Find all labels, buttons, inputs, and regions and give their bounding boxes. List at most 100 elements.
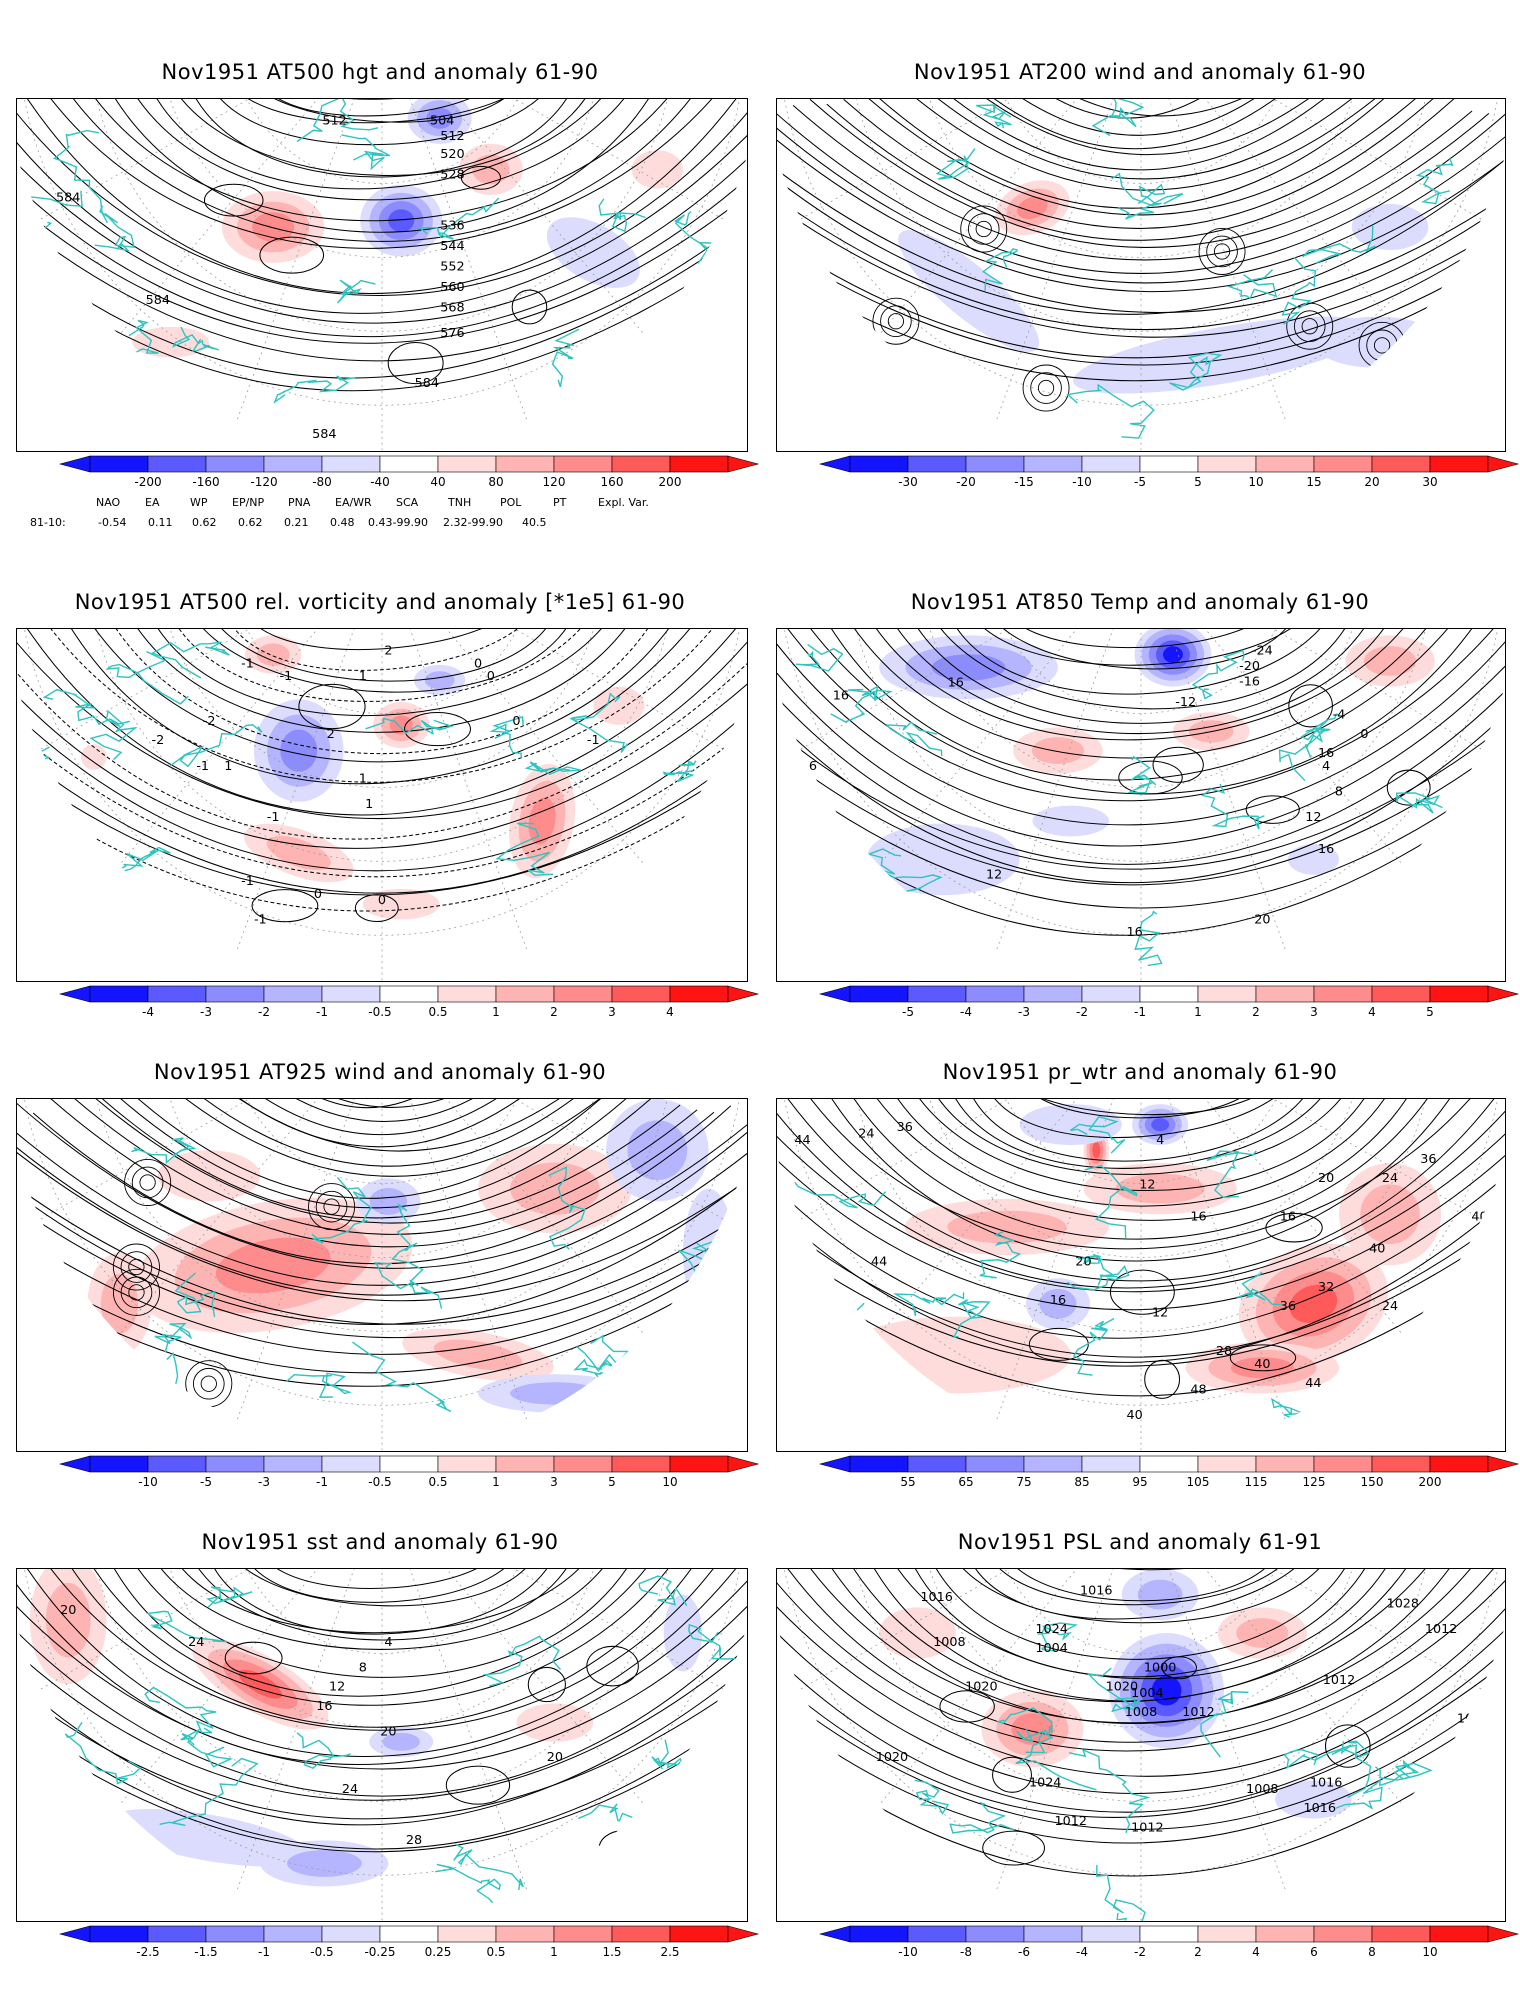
colorbar-tick-label: 10	[1248, 475, 1263, 489]
colorbar-segment	[1255, 985, 1315, 1003]
contour-label: 16	[1126, 925, 1142, 940]
colorbar-segment	[611, 1455, 671, 1473]
contour-label: 0	[474, 656, 482, 671]
anomaly-shade	[510, 1382, 600, 1405]
contour-label: 520	[440, 147, 464, 162]
colorbar-segment	[849, 985, 909, 1003]
contour-label: 1016	[1457, 1712, 1489, 1727]
colorbar-tick-label: -0.5	[368, 1005, 391, 1019]
colorbar: -10 -8 -6 -4 -2 2 4 6 8 10	[818, 1925, 1520, 1960]
contour-label: 4	[1322, 759, 1330, 774]
contour-label: 1008	[1246, 1782, 1278, 1797]
tc-value-sca-tnh: 0.43-99.90	[368, 516, 428, 529]
colorbar-tick-label: -4	[960, 1005, 972, 1019]
contour-label: 0	[378, 893, 386, 908]
colorbar-segment	[321, 985, 381, 1003]
colorbar-arrow-left	[818, 1925, 851, 1943]
anomaly-shade	[1230, 1357, 1294, 1379]
panel-title: Nov1951 AT925 wind and anomaly 61-90	[153, 1060, 607, 1084]
colorbar-tick-label: 0.5	[428, 1005, 447, 1019]
colorbar-segment	[437, 985, 497, 1003]
colorbar-segment	[1313, 1455, 1373, 1473]
colorbar-tick-label: 8	[1368, 1945, 1376, 1959]
contour-label: 544	[440, 239, 464, 254]
colorbar-segment	[263, 1455, 323, 1473]
anomaly-shade	[1363, 646, 1417, 676]
colorbar-tick-label: -2	[1134, 1945, 1146, 1959]
contour-label: 1012	[1131, 1820, 1163, 1835]
contour-label: -16	[1239, 674, 1260, 689]
contour-label: -1	[587, 733, 600, 748]
colorbar-tick-label: 2	[1194, 1945, 1202, 1959]
contour-label: 20	[1318, 1171, 1334, 1186]
colorbar: -30 -20 -15 -10 -5 5 10 15 20 30	[818, 455, 1520, 490]
anomaly-shade	[898, 230, 1040, 352]
colorbar-segment	[147, 1925, 207, 1943]
contour-label: 24	[1382, 1299, 1398, 1314]
anomaly-shade	[266, 835, 331, 871]
contour-label: 584	[146, 293, 170, 308]
contour-label: 568	[440, 300, 464, 315]
anomaly-shade	[1351, 203, 1429, 251]
contour-label: 16	[948, 676, 964, 691]
colorbar-tick-label: -1.5	[194, 1945, 217, 1959]
colorbar-segment	[89, 455, 149, 473]
tc-value-epnp: 0.62	[238, 516, 263, 529]
anomaly-shade	[546, 217, 640, 288]
colorbar: 55 65 75 85 95 105 115 125 150 200	[818, 1455, 1520, 1490]
colorbar-tick-label: 125	[1303, 1475, 1326, 1489]
colorbar-tick-label: 95	[1132, 1475, 1147, 1489]
colorbar-tick-label: -30	[898, 475, 918, 489]
contour-label: 4	[1156, 1133, 1164, 1148]
contour-label: 24	[342, 1782, 358, 1797]
colorbar-segment	[89, 985, 149, 1003]
colorbar-arrow-right	[727, 455, 760, 473]
colorbar-segment	[1255, 455, 1315, 473]
colorbar-tick-label: 0.5	[428, 1475, 447, 1489]
colorbar-segment	[1371, 1455, 1431, 1473]
contour-label: -1	[196, 759, 209, 774]
tc-header-epnp: EP/NP	[232, 496, 265, 509]
contour-label: 32	[1318, 1280, 1334, 1295]
colorbar-segment	[1429, 1925, 1489, 1943]
contour-label: 8	[359, 1660, 367, 1675]
panel-wind925: Nov1951 AT925 wind and anomaly 61-90 -10 -…	[0, 1060, 760, 1490]
colorbar-segment	[495, 455, 555, 473]
colorbar-segment	[263, 455, 323, 473]
contour-label: 512	[440, 129, 464, 144]
colorbar-tick-label: -1	[316, 1475, 328, 1489]
colorbar-arrow-left	[58, 1925, 91, 1943]
colorbar-segment	[1313, 985, 1373, 1003]
contour-label: 36	[1420, 1152, 1436, 1167]
colorbar-tick-label: -10	[138, 1475, 158, 1489]
colorbar-segment	[1139, 985, 1199, 1003]
contour-label: -24	[1252, 644, 1273, 659]
panel-prwtr: Nov1951 pr_wtr and anomaly 61-90 44 24 36 4 1…	[760, 1060, 1520, 1490]
colorbar-tick-label: -1	[316, 1005, 328, 1019]
contour-label: 2	[327, 727, 335, 742]
map-area: -24 -20 -16 -12 -4 0 4 8 12 16 16 16 16 20 12 16 20 16	[776, 628, 1506, 982]
colorbar-tick-label: -0.5	[310, 1945, 333, 1959]
colorbar: -4 -3 -2 -1 -0.5 0.5 1 2 3 4	[58, 985, 760, 1020]
contour-label: -1	[280, 669, 293, 684]
colorbar-segment	[611, 455, 671, 473]
panel-title: Nov1951 sst and anomaly 61-90	[201, 1530, 559, 1554]
anomaly-shade	[879, 1607, 956, 1659]
colorbar-segment	[205, 1455, 265, 1473]
contour-label: 1028	[1387, 1596, 1419, 1611]
colorbar-segment	[437, 455, 497, 473]
colorbar-segment	[1429, 985, 1489, 1003]
tc-value-eawr: 0.48	[330, 516, 355, 529]
colorbar-segment	[437, 1925, 497, 1943]
anomaly-shade	[516, 1703, 594, 1742]
colorbar-tick-label: -8	[960, 1945, 972, 1959]
colorbar-tick-label: 4	[1252, 1945, 1260, 1959]
contour-label: 20	[380, 1724, 396, 1739]
colorbar: -5 -4 -3 -2 -1 1 2 3 4 5	[818, 985, 1520, 1020]
colorbar-tick-label: -80	[312, 475, 332, 489]
anomaly-shade	[389, 715, 413, 735]
contour-label: 48	[1190, 1382, 1206, 1397]
map-area: 20 24 4 8 12 16 20 24 28 28 20	[16, 1568, 748, 1922]
contour-label: 1016	[1310, 1776, 1342, 1791]
contour-label: 1008	[933, 1635, 965, 1650]
